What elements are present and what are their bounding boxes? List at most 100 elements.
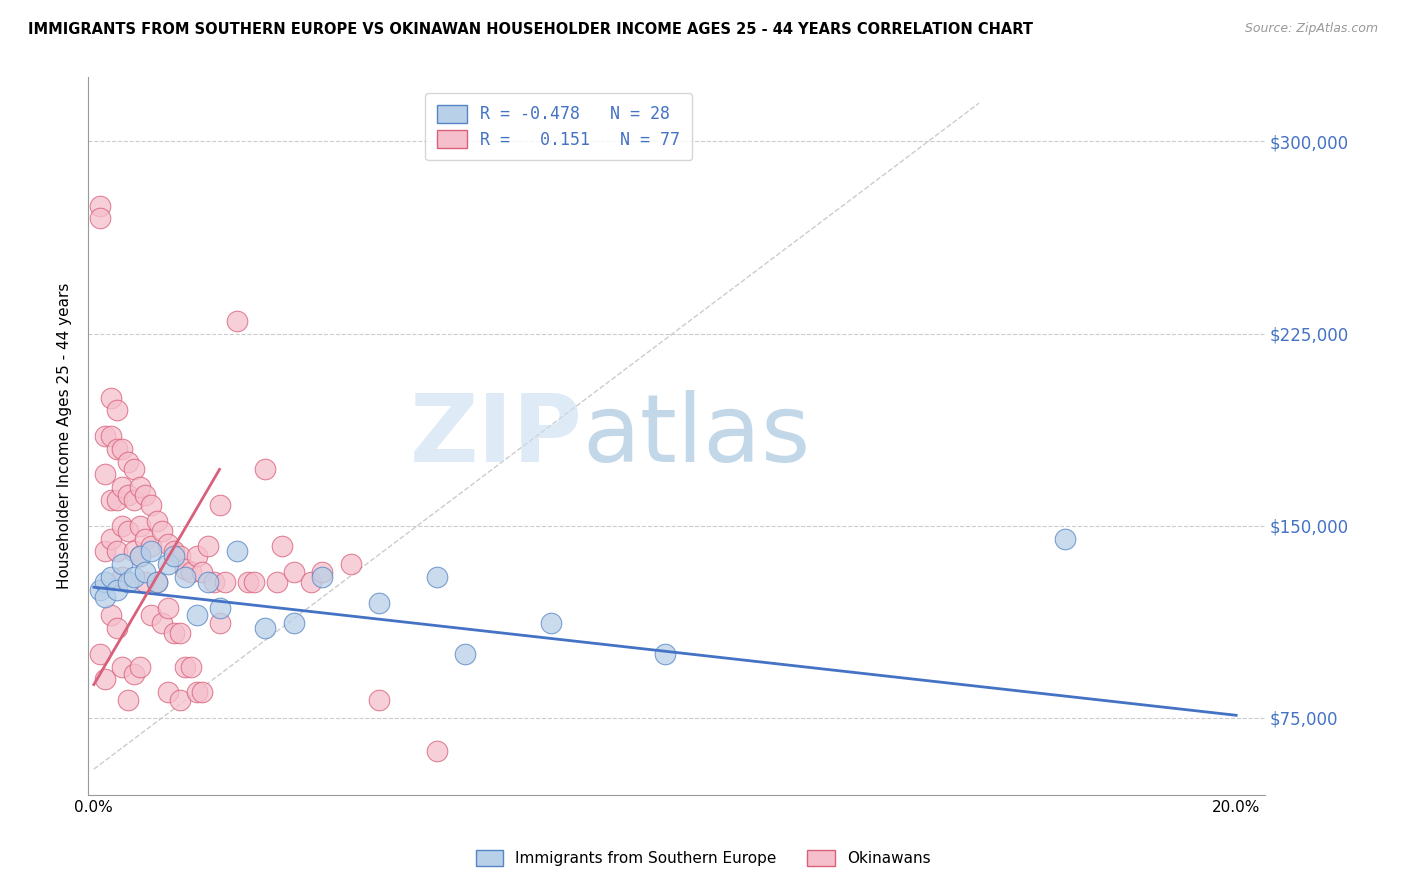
Point — [169, 626, 191, 640]
Point — [157, 600, 180, 615]
Point — [266, 575, 288, 590]
Point — [100, 608, 122, 623]
Point — [122, 493, 145, 508]
Point — [117, 488, 139, 502]
Point — [169, 693, 191, 707]
Point — [152, 616, 174, 631]
Point — [180, 565, 202, 579]
Point — [145, 514, 167, 528]
Point — [311, 570, 333, 584]
Point — [111, 442, 134, 456]
Point — [186, 608, 208, 623]
Point — [225, 544, 247, 558]
Point — [169, 549, 191, 564]
Point — [340, 557, 363, 571]
Legend: R = -0.478   N = 28, R =   0.151   N = 77: R = -0.478 N = 28, R = 0.151 N = 77 — [426, 93, 692, 161]
Point — [100, 532, 122, 546]
Point — [208, 498, 231, 512]
Point — [163, 544, 186, 558]
Point — [368, 596, 391, 610]
Point — [174, 570, 197, 584]
Point — [122, 667, 145, 681]
Point — [425, 570, 447, 584]
Point — [111, 570, 134, 584]
Point — [128, 518, 150, 533]
Point — [180, 659, 202, 673]
Point — [214, 575, 236, 590]
Point — [186, 685, 208, 699]
Point — [191, 565, 214, 579]
Point — [89, 211, 111, 226]
Point — [100, 391, 122, 405]
Point — [191, 685, 214, 699]
Point — [139, 544, 162, 558]
Text: atlas: atlas — [582, 390, 810, 482]
Point — [540, 616, 562, 631]
Point — [208, 600, 231, 615]
Point — [94, 591, 117, 605]
Point — [122, 544, 145, 558]
Point — [100, 493, 122, 508]
Point — [174, 562, 197, 576]
Point — [454, 647, 477, 661]
Point — [105, 493, 128, 508]
Point — [283, 565, 305, 579]
Point — [111, 659, 134, 673]
Point — [368, 693, 391, 707]
Point — [117, 575, 139, 590]
Point — [117, 455, 139, 469]
Point — [208, 616, 231, 631]
Point — [145, 575, 167, 590]
Point — [425, 744, 447, 758]
Point — [157, 557, 180, 571]
Point — [134, 565, 156, 579]
Point — [89, 647, 111, 661]
Point — [105, 442, 128, 456]
Point — [100, 570, 122, 584]
Point — [105, 621, 128, 635]
Point — [94, 673, 117, 687]
Point — [100, 429, 122, 443]
Point — [254, 462, 277, 476]
Point — [122, 570, 145, 584]
Point — [117, 693, 139, 707]
Point — [283, 616, 305, 631]
Point — [111, 557, 134, 571]
Point — [202, 575, 225, 590]
Point — [243, 575, 266, 590]
Point — [163, 549, 186, 564]
Point — [1053, 532, 1076, 546]
Point — [89, 582, 111, 597]
Point — [134, 532, 156, 546]
Point — [122, 462, 145, 476]
Point — [105, 544, 128, 558]
Point — [111, 518, 134, 533]
Point — [299, 575, 322, 590]
Point — [94, 575, 117, 590]
Point — [128, 549, 150, 564]
Point — [94, 467, 117, 482]
Point — [157, 536, 180, 550]
Point — [128, 549, 150, 564]
Point — [163, 626, 186, 640]
Text: IMMIGRANTS FROM SOUTHERN EUROPE VS OKINAWAN HOUSEHOLDER INCOME AGES 25 - 44 YEAR: IMMIGRANTS FROM SOUTHERN EUROPE VS OKINA… — [28, 22, 1033, 37]
Point — [134, 575, 156, 590]
Point — [111, 480, 134, 494]
Point — [139, 608, 162, 623]
Point — [139, 539, 162, 553]
Point — [152, 524, 174, 538]
Point — [128, 480, 150, 494]
Point — [254, 621, 277, 635]
Text: Source: ZipAtlas.com: Source: ZipAtlas.com — [1244, 22, 1378, 36]
Point — [105, 403, 128, 417]
Point — [117, 524, 139, 538]
Point — [89, 198, 111, 212]
Text: ZIP: ZIP — [409, 390, 582, 482]
Point — [134, 488, 156, 502]
Point — [174, 659, 197, 673]
Point — [139, 498, 162, 512]
Point — [105, 582, 128, 597]
Point — [225, 314, 247, 328]
Point — [94, 429, 117, 443]
Y-axis label: Householder Income Ages 25 - 44 years: Householder Income Ages 25 - 44 years — [58, 283, 72, 590]
